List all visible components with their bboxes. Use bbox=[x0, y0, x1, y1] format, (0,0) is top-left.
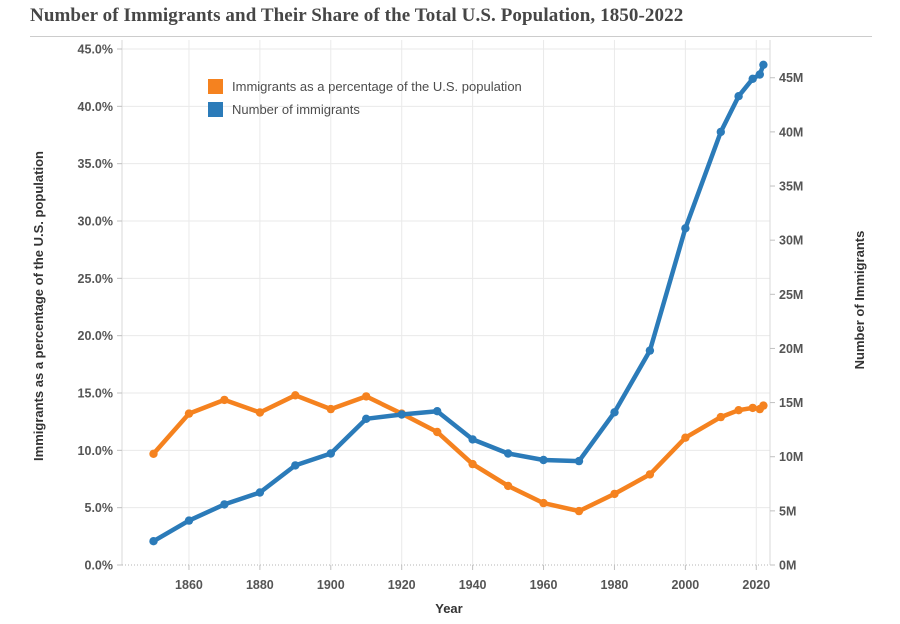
x-tick-label: 1980 bbox=[601, 578, 629, 592]
x-axis-title: Year bbox=[435, 601, 462, 616]
left-tick-label: 10.0% bbox=[78, 444, 113, 458]
immigrants-point bbox=[734, 92, 743, 101]
left-tick-label: 25.0% bbox=[78, 272, 113, 286]
title-divider bbox=[30, 36, 872, 37]
x-tick-label: 2000 bbox=[671, 578, 699, 592]
axis-layer: 0.0% 5.0% 10.0% 15.0% 20.0% 25.0% 30.0% 35.0% 40… bbox=[78, 42, 804, 592]
percentage-point bbox=[574, 506, 584, 516]
immigrants-point bbox=[610, 408, 619, 417]
legend: Immigrants as a percentage of the U.S. p… bbox=[208, 78, 522, 124]
right-tick-label: 5M bbox=[779, 504, 796, 518]
immigrants-point bbox=[645, 346, 655, 355]
immigrants-point bbox=[755, 70, 764, 79]
immigrants-line bbox=[151, 62, 766, 544]
legend-item-percentage: Immigrants as a percentage of the U.S. p… bbox=[208, 78, 522, 94]
immigrants-point bbox=[539, 455, 548, 465]
percentage-point bbox=[362, 392, 371, 401]
legend-label-number: Number of immigrants bbox=[232, 101, 360, 117]
percentage-point bbox=[291, 391, 300, 400]
percentage-point bbox=[716, 412, 725, 422]
right-tick-label: 0M bbox=[779, 559, 796, 573]
percentage-point bbox=[539, 498, 548, 508]
percentage-series-swatch-icon bbox=[208, 78, 223, 94]
right-tick-label: 20M bbox=[779, 342, 803, 356]
left-tick-label: 15.0% bbox=[78, 386, 113, 400]
right-tick-label: 30M bbox=[779, 234, 803, 248]
number-series-swatch-icon bbox=[208, 101, 223, 117]
percentage-point bbox=[748, 403, 757, 413]
immigrants-point bbox=[326, 449, 335, 458]
x-tick-label: 1900 bbox=[317, 578, 345, 592]
percentage-point bbox=[645, 470, 655, 479]
x-tick-label: 1880 bbox=[246, 578, 274, 592]
percentage-point bbox=[759, 401, 768, 410]
immigrants-point bbox=[468, 435, 477, 444]
left-tick-label: 20.0% bbox=[78, 329, 113, 343]
immigrants-point bbox=[759, 60, 768, 69]
right-tick-label: 25M bbox=[779, 288, 803, 302]
immigrants-point bbox=[220, 500, 229, 509]
legend-label-percentage: Immigrants as a percentage of the U.S. p… bbox=[232, 78, 522, 94]
percentage-point bbox=[681, 433, 690, 442]
x-tick-label: 1860 bbox=[175, 578, 203, 592]
y-axis-left-title: Immigrants as a percentage of the U.S. p… bbox=[31, 151, 46, 461]
percentage-point bbox=[433, 427, 442, 437]
y-axis-right-title: Number of Immigrants bbox=[852, 231, 867, 370]
immigrants-point bbox=[184, 516, 194, 525]
right-tick-label: 45M bbox=[779, 71, 803, 85]
percentage-point bbox=[255, 408, 265, 417]
right-tick-label: 40M bbox=[779, 125, 803, 139]
chart-title: Number of Immigrants and Their Share of … bbox=[30, 5, 684, 26]
left-tick-label: 30.0% bbox=[78, 214, 113, 228]
left-tick-label: 40.0% bbox=[78, 100, 113, 114]
x-tick-label: 1940 bbox=[459, 578, 487, 592]
immigrants-point bbox=[255, 488, 265, 497]
right-tick-label: 10M bbox=[779, 450, 803, 464]
percentage-point bbox=[326, 404, 335, 414]
percentage-point bbox=[503, 481, 513, 491]
series-layer bbox=[149, 60, 768, 546]
x-tick-label: 1960 bbox=[530, 578, 558, 592]
immigrants-point bbox=[362, 414, 371, 423]
immigrants-point bbox=[748, 74, 757, 84]
left-tick-label: 45.0% bbox=[78, 42, 113, 56]
legend-item-number: Number of immigrants bbox=[208, 101, 522, 117]
immigrants-point bbox=[397, 410, 406, 419]
immigrants-point bbox=[433, 407, 442, 416]
percentage-point bbox=[468, 459, 477, 469]
immigrants-point bbox=[716, 127, 725, 137]
immigrants-point bbox=[574, 456, 584, 466]
percentage-point bbox=[734, 406, 743, 415]
immigrants-point bbox=[149, 537, 158, 546]
right-tick-label: 35M bbox=[779, 180, 803, 194]
percentage-point bbox=[149, 449, 158, 458]
percentage-point bbox=[610, 489, 619, 499]
percentage-line bbox=[151, 393, 766, 514]
percentage-point bbox=[220, 395, 229, 405]
left-tick-label: 35.0% bbox=[78, 157, 113, 171]
immigrants-point bbox=[681, 224, 690, 233]
percentage-point bbox=[184, 409, 194, 418]
immigrants-point bbox=[503, 449, 513, 458]
right-tick-label: 15M bbox=[779, 396, 803, 410]
immigrants-point bbox=[291, 461, 300, 470]
x-tick-label: 1920 bbox=[388, 578, 416, 592]
left-tick-label: 0.0% bbox=[85, 559, 114, 573]
grid-layer bbox=[121, 40, 771, 565]
left-tick-label: 5.0% bbox=[85, 501, 114, 515]
x-tick-label: 2020 bbox=[742, 578, 770, 592]
